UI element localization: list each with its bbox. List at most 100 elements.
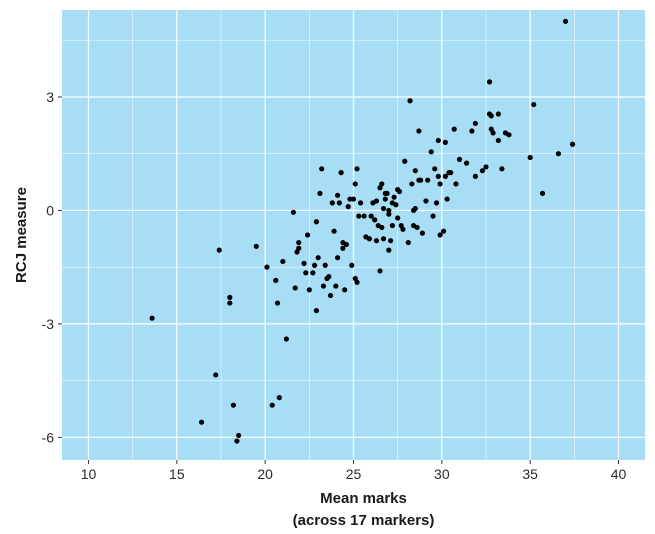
data-point: [326, 274, 332, 280]
data-point: [342, 287, 348, 293]
data-point: [396, 188, 403, 195]
data-point: [418, 177, 424, 183]
data-point: [437, 181, 443, 187]
data-point: [386, 247, 392, 253]
data-point: [227, 294, 233, 300]
data-point: [331, 228, 337, 234]
data-point: [441, 228, 447, 234]
data-point: [435, 137, 441, 144]
data-point: [198, 419, 205, 425]
x-axis-ticks: 10 15 20 25 30 35 40: [81, 460, 627, 482]
data-point: [479, 168, 486, 174]
data-point: [306, 287, 312, 293]
data-point: [405, 239, 411, 246]
data-point: [373, 238, 380, 244]
data-point: [301, 260, 307, 266]
data-point: [402, 158, 408, 164]
data-point: [373, 198, 380, 204]
data-point: [555, 151, 562, 157]
data-point: [273, 277, 279, 283]
x-tick-label: 30: [434, 466, 450, 482]
data-point: [313, 308, 319, 314]
data-point: [428, 149, 434, 155]
data-point: [227, 300, 233, 306]
y-tick-label: 0: [46, 202, 54, 218]
data-point: [437, 232, 443, 238]
data-point: [569, 141, 576, 147]
data-point: [350, 196, 357, 202]
data-point: [280, 258, 286, 265]
data-point: [380, 205, 387, 212]
data-point: [433, 200, 440, 206]
data-point: [448, 170, 454, 176]
data-point: [495, 111, 501, 117]
x-axis-title-line-1: Mean marks: [320, 490, 407, 507]
y-tick-label: -6: [42, 429, 55, 445]
data-point: [340, 245, 346, 251]
x-tick-label: 15: [169, 466, 185, 482]
data-point: [499, 166, 505, 172]
data-point: [335, 255, 341, 261]
data-point: [414, 224, 420, 231]
data-point: [416, 128, 422, 134]
data-point: [230, 402, 236, 408]
data-point: [327, 292, 334, 299]
data-point: [453, 181, 459, 187]
data-point: [409, 181, 415, 187]
data-point: [377, 268, 383, 274]
data-point: [149, 315, 155, 321]
x-axis-title-line-2: (across 17 markers): [293, 512, 435, 529]
data-point: [234, 438, 240, 444]
data-point: [317, 190, 323, 196]
data-point: [274, 300, 281, 306]
data-point: [430, 213, 436, 219]
data-point: [486, 79, 493, 85]
data-point: [400, 226, 406, 232]
data-point: [315, 255, 321, 261]
data-point: [388, 238, 394, 244]
data-point: [349, 262, 355, 268]
data-point: [539, 190, 546, 196]
data-point: [333, 283, 339, 289]
data-point: [366, 236, 372, 242]
data-point: [442, 173, 448, 179]
data-point: [419, 230, 425, 236]
data-point: [382, 196, 388, 202]
data-point: [345, 204, 351, 210]
data-point: [562, 18, 569, 24]
data-point: [527, 154, 533, 161]
data-point: [329, 200, 335, 206]
data-point: [269, 402, 275, 408]
x-tick-label: 25: [346, 466, 362, 482]
data-point: [412, 168, 418, 174]
data-point: [236, 432, 242, 439]
data-point: [407, 98, 413, 104]
data-point: [253, 243, 259, 249]
data-point: [304, 232, 311, 238]
data-point: [216, 247, 222, 253]
data-point: [296, 245, 302, 251]
data-point: [435, 173, 441, 179]
data-point: [442, 139, 448, 145]
data-point: [488, 113, 494, 119]
data-point: [354, 166, 360, 172]
data-point: [368, 213, 374, 219]
y-tick-label: 3: [46, 89, 54, 105]
y-axis-ticks: -6 -3 0 3: [42, 89, 62, 445]
data-point: [412, 205, 418, 212]
x-tick-label: 40: [611, 466, 627, 482]
data-point: [336, 200, 342, 206]
data-points: [149, 18, 576, 444]
data-point: [386, 207, 392, 214]
y-tick-label: -3: [42, 316, 55, 332]
data-point: [472, 120, 478, 127]
data-point: [372, 217, 378, 223]
data-point: [384, 190, 390, 196]
data-point: [379, 181, 385, 187]
data-point: [322, 262, 328, 268]
data-point: [386, 211, 392, 217]
data-point: [432, 166, 438, 172]
data-point: [472, 173, 478, 179]
data-point: [425, 177, 431, 183]
